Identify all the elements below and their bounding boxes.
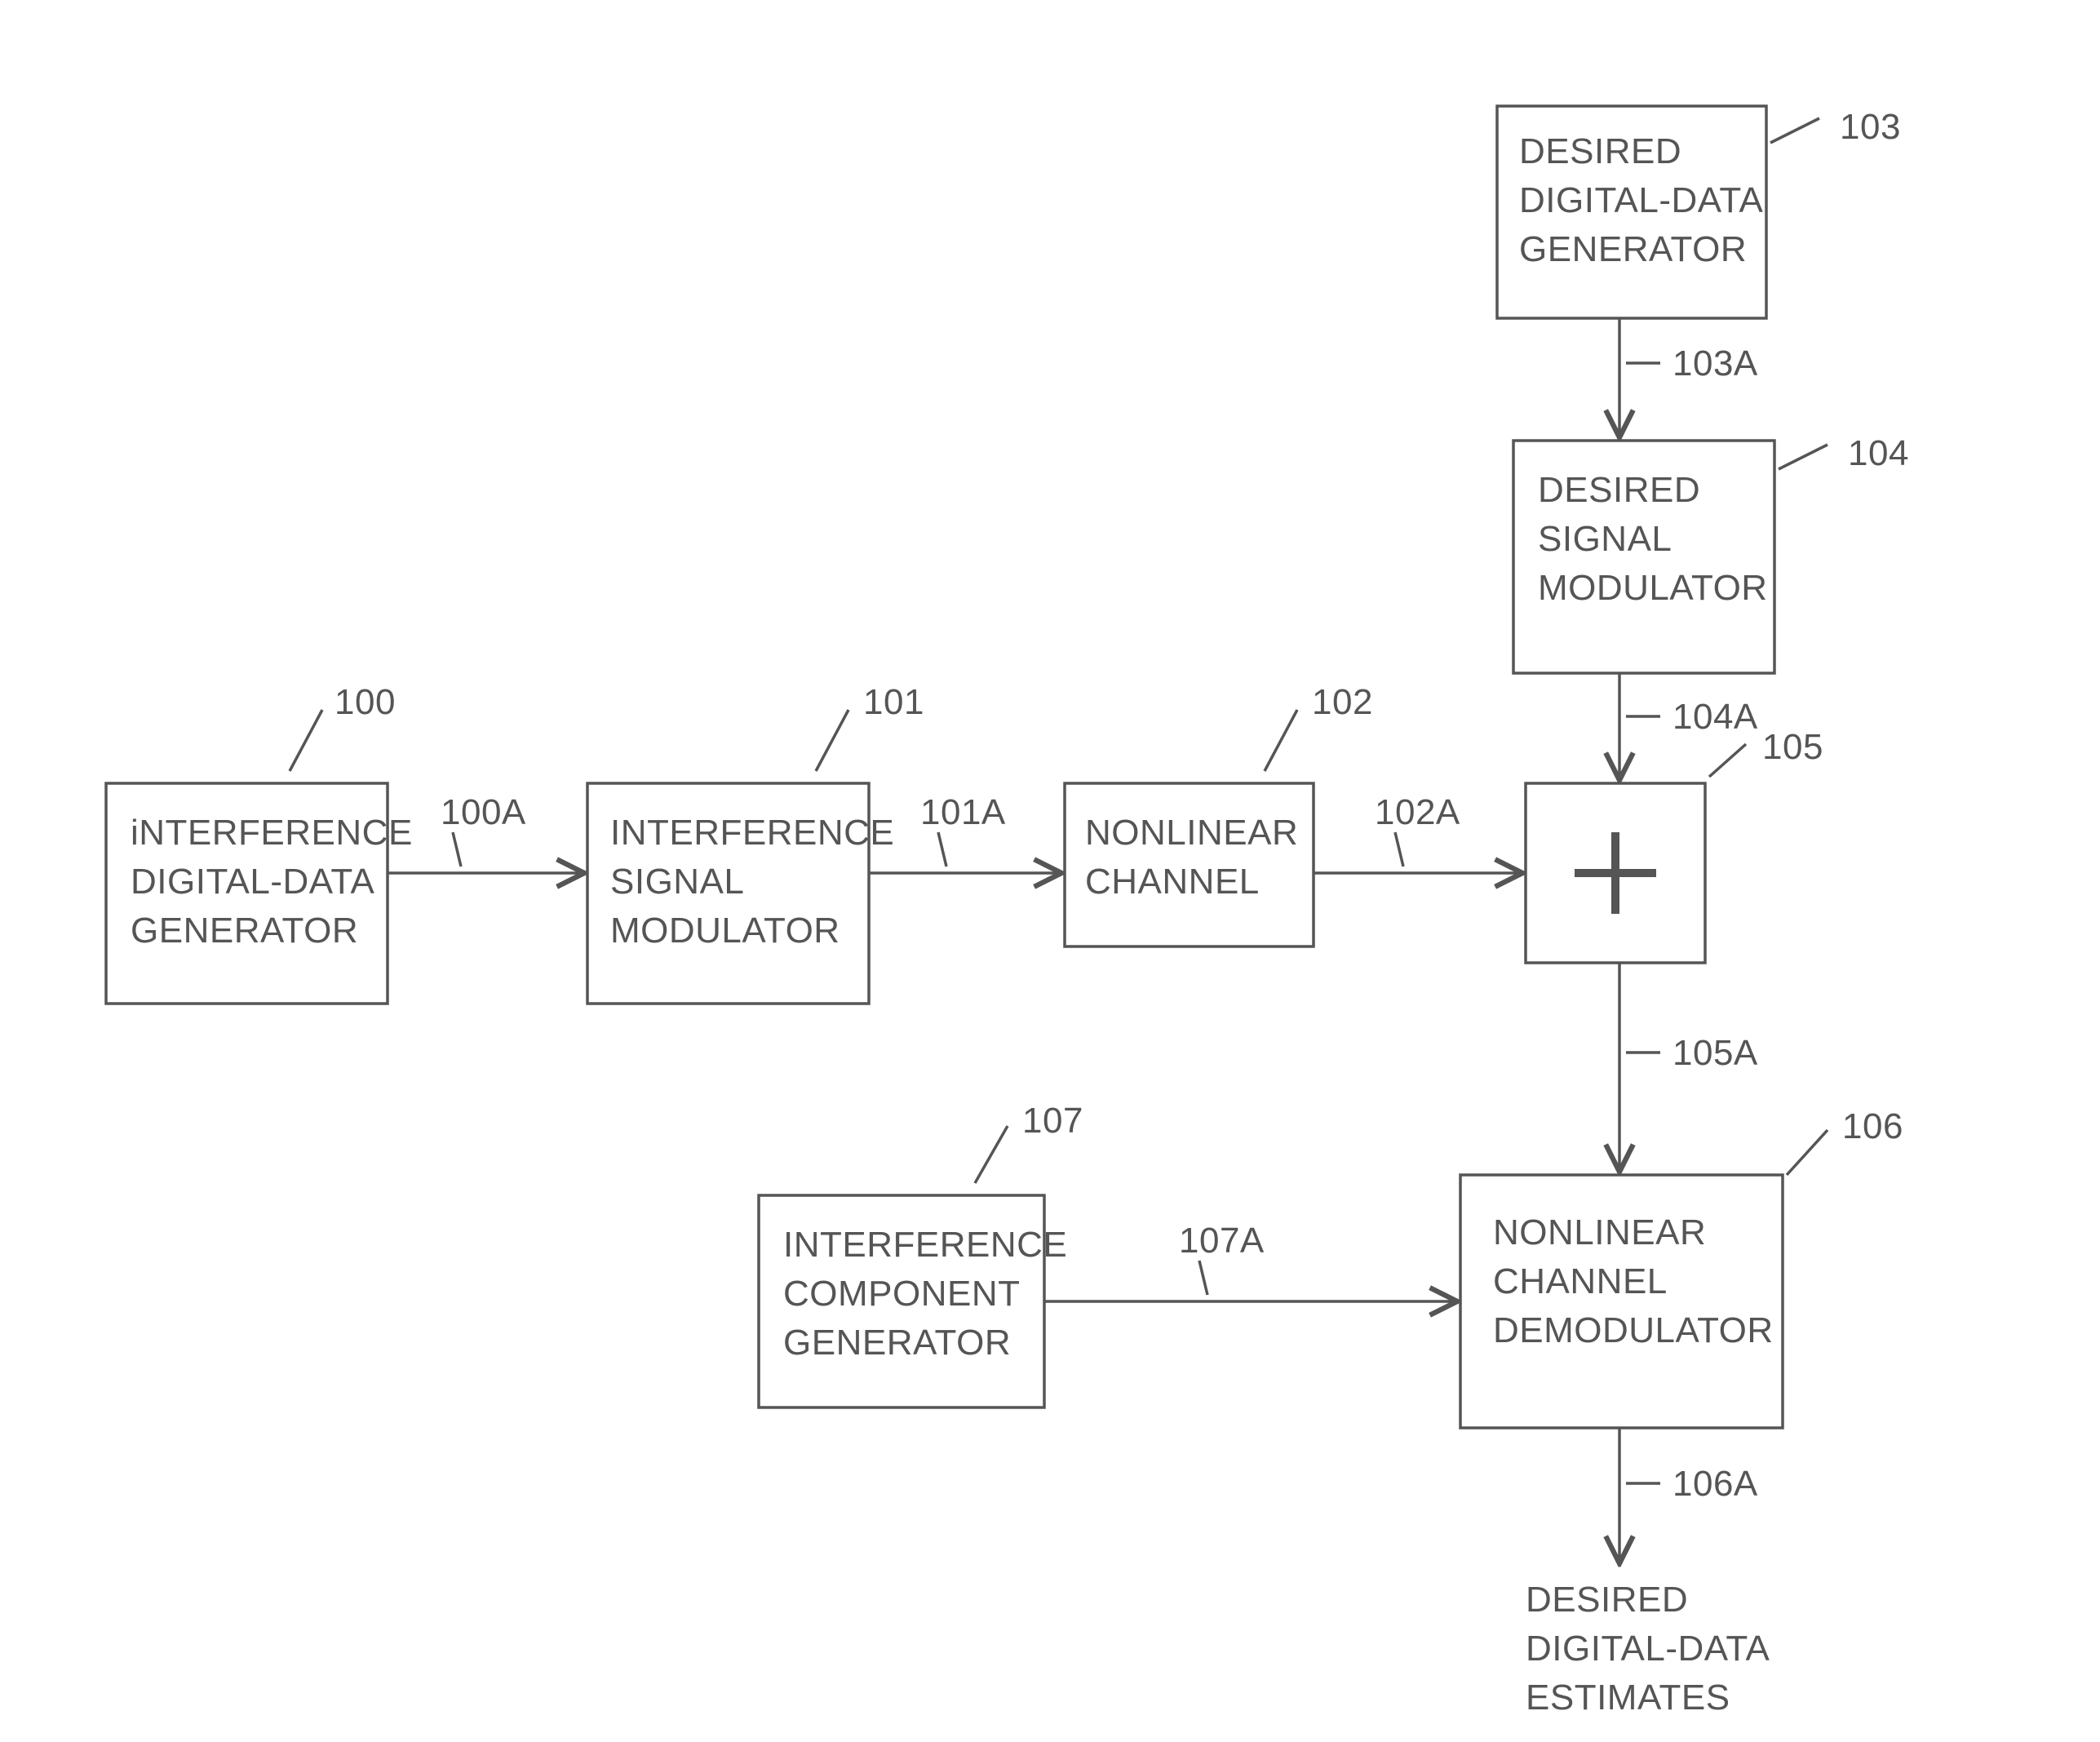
node-label: DIGITAL-DATA (1519, 180, 1764, 220)
edge-102A: 102A (1314, 792, 1519, 873)
node-label: INTERFERENCE (783, 1225, 1067, 1265)
node-label: DEMODULATOR (1493, 1310, 1774, 1350)
node-label: CHANNEL (1493, 1261, 1668, 1301)
node-ref: 101 (863, 682, 924, 722)
node-interference-digital-data-generator: iNTERFERENCE DIGITAL-DATA GENERATOR 100 (106, 682, 413, 1004)
node-label: GENERATOR (131, 911, 358, 951)
node-label: MODULATOR (1538, 568, 1768, 608)
output-line: DESIRED (1526, 1580, 1688, 1620)
node-ref: 106 (1842, 1106, 1903, 1146)
node-summing-junction: 105 (1526, 727, 1823, 963)
node-label: DIGITAL-DATA (131, 862, 375, 902)
edge-label: 107A (1179, 1221, 1265, 1261)
edge-101A: 101A (869, 792, 1058, 873)
output-label: DESIRED DIGITAL-DATA ESTIMATES (1526, 1580, 1770, 1718)
edge-103A: 103A (1619, 318, 1758, 434)
node-label: NONLINEAR (1493, 1212, 1706, 1252)
edge-107A: 107A (1044, 1221, 1454, 1301)
edge-label: 100A (441, 792, 526, 832)
node-label: SIGNAL (610, 862, 744, 902)
node-label: MODULATOR (610, 911, 840, 951)
output-line: DIGITAL-DATA (1526, 1629, 1770, 1669)
edge-label: 103A (1672, 344, 1758, 383)
edge-label: 104A (1672, 697, 1758, 737)
node-label: SIGNAL (1538, 519, 1672, 559)
edge-106A: 106A (1619, 1428, 1758, 1560)
node-label: COMPONENT (783, 1274, 1021, 1314)
node-ref: 107 (1022, 1101, 1083, 1141)
node-interference-component-generator: INTERFERENCE COMPONENT GENERATOR 107 (759, 1101, 1083, 1407)
node-nonlinear-channel-demodulator: NONLINEAR CHANNEL DEMODULATOR 106 (1460, 1106, 1903, 1428)
node-label: iNTERFERENCE (131, 813, 413, 853)
node-desired-signal-modulator: DESIRED SIGNAL MODULATOR 104 (1513, 433, 1909, 673)
node-ref: 103 (1840, 107, 1901, 147)
edge-label: 106A (1672, 1464, 1758, 1504)
output-line: ESTIMATES (1526, 1678, 1730, 1718)
node-label: DESIRED (1519, 131, 1681, 171)
edge-105A: 105A (1619, 963, 1758, 1168)
node-interference-signal-modulator: INTERFERENCE SIGNAL MODULATOR 101 (587, 682, 924, 1004)
edge-100A: 100A (388, 792, 581, 873)
node-label: NONLINEAR (1085, 813, 1298, 853)
node-ref: 100 (334, 682, 396, 722)
node-ref: 102 (1312, 682, 1373, 722)
node-nonlinear-channel: NONLINEAR CHANNEL 102 (1065, 682, 1373, 946)
node-ref: 105 (1762, 727, 1823, 767)
block-diagram: iNTERFERENCE DIGITAL-DATA GENERATOR 100 … (0, 0, 2100, 1742)
node-desired-digital-data-generator: DESIRED DIGITAL-DATA GENERATOR 103 (1497, 106, 1901, 318)
node-label: GENERATOR (783, 1323, 1011, 1363)
node-label: GENERATOR (1519, 229, 1747, 269)
node-label: DESIRED (1538, 470, 1700, 510)
edge-label: 102A (1375, 792, 1460, 832)
edge-label: 101A (920, 792, 1006, 832)
edge-label: 105A (1672, 1033, 1758, 1073)
node-ref: 104 (1848, 433, 1909, 473)
node-label: INTERFERENCE (610, 813, 894, 853)
edge-104A: 104A (1619, 673, 1758, 777)
node-label: CHANNEL (1085, 862, 1260, 902)
